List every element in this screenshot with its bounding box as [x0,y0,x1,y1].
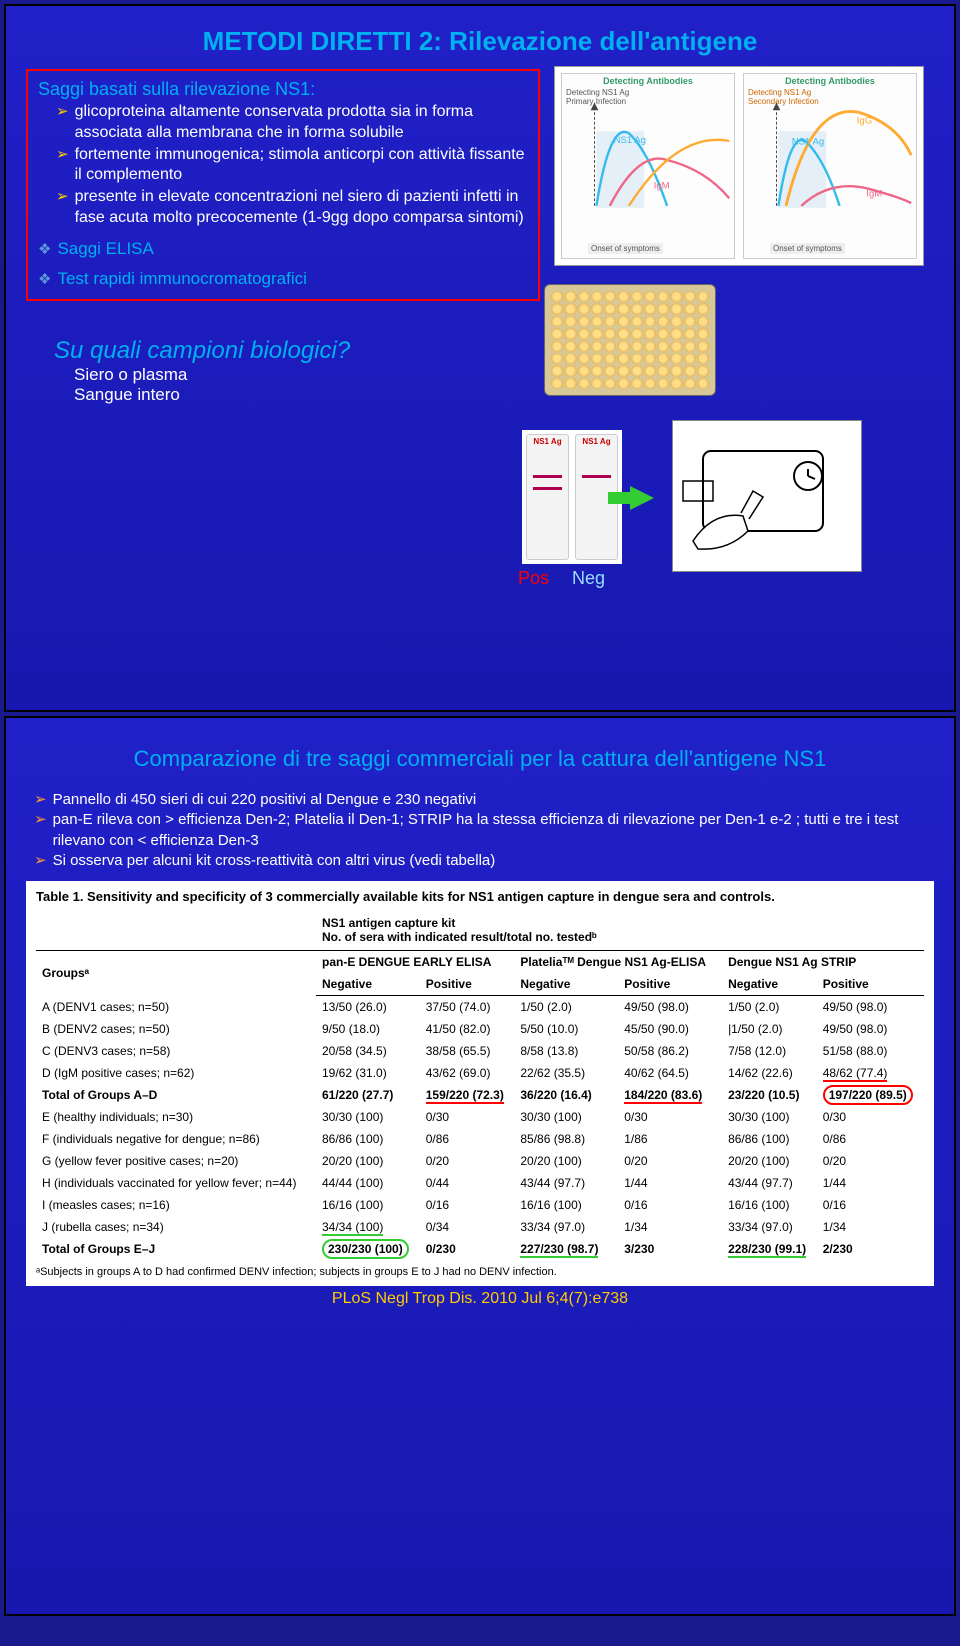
campioni-sub1: Siero o plasma [74,365,934,385]
table-row: B (DENV2 cases; n=50)9/50 (18.0)41/50 (8… [36,1018,924,1040]
svg-text:NS1 Ag: NS1 Ag [792,137,824,148]
table-row: H (individuals vaccinated for yellow fev… [36,1172,924,1194]
kit-2: Plateliaᵀᴹ Dengue NS1 Ag-ELISA [514,951,722,974]
chart-primary-infection: Detecting Antibodies Detecting NS1 AgPri… [561,73,735,259]
svg-text:NS1 Ag: NS1 Ag [614,135,646,146]
total-ad-row: Total of Groups A–D 61/220 (27.7) 159/22… [36,1084,924,1106]
ns1-bullet-3: presente in elevate concentrazioni nel s… [56,187,528,229]
slide2-notes: Pannello di 450 sieri di cui 220 positiv… [34,790,926,871]
table-row: G (yellow fever positive cases; n=20)20/… [36,1150,924,1172]
svg-text:IgM: IgM [866,188,882,199]
kit-1: pan-E DENGUE EARLY ELISA [316,951,514,974]
sensitivity-table: NS1 antigen capture kitNo. of sera with … [36,912,924,1260]
table-row: A (DENV1 cases; n=50)13/50 (26.0)37/50 (… [36,996,924,1019]
ns1-bullet-1: glicoproteina altamente conservata prodo… [56,102,528,144]
col-groups: Groupsᵃ [36,951,316,996]
campioni-sub2: Sangue intero [74,385,934,405]
table-row: F (individuals negative for dengue; n=86… [36,1128,924,1150]
table-row: I (measles cases; n=16)16/16 (100)0/1616… [36,1194,924,1216]
slide-2: Comparazione di tre saggi commerciali pe… [4,716,956,1616]
slide2-title: Comparazione di tre saggi commerciali pe… [26,746,934,772]
slide-1: METODI DIRETTI 2: Rilevazione dell'antig… [4,4,956,712]
rapid-test-strips: NS1 Ag NS1 Ag [522,430,622,564]
green-arrow-icon [630,486,654,510]
kit-3: Dengue NS1 Ag STRIP [722,951,924,974]
elisa-plate-image [544,284,716,396]
table-footnote: ᵃSubjects in groups A to D had confirmed… [36,1266,924,1278]
table-row: J (rubella cases; n=34)34/34 (100)0/3433… [36,1216,924,1238]
svg-text:IgM: IgM [654,181,670,192]
ns1-redbox: Saggi basati sulla rilevazione NS1: glic… [26,69,540,301]
neg-label: Neg [572,568,605,588]
strip-reader-image [672,420,862,572]
antibody-kinetics-chart: Detecting Antibodies Detecting NS1 AgPri… [554,66,924,266]
test-rapidi: Test rapidi immunocromatografici [38,269,528,289]
note-1: Pannello di 450 sieri di cui 220 positiv… [34,790,926,810]
table-row: D (IgM positive cases; n=62)19/62 (31.0)… [36,1062,924,1084]
table-caption: Table 1. Sensitivity and specificity of … [36,889,924,904]
table-1: Table 1. Sensitivity and specificity of … [26,881,934,1286]
ns1-bullet-2: fortemente immunogenica; stimola anticor… [56,145,528,187]
table-row: C (DENV3 cases; n=58)20/58 (34.5)38/58 (… [36,1040,924,1062]
pos-label: Pos [518,568,549,588]
ns1-header: Saggi basati sulla rilevazione NS1: [38,79,528,100]
chart-secondary-infection: Detecting Antibodies Detecting NS1 AgSec… [743,73,917,259]
pos-neg-labels: Pos Neg [518,568,605,589]
table-row: E (healthy individuals; n=30)30/30 (100)… [36,1106,924,1128]
note-2: pan-E rileva con > efficienza Den-2; Pla… [34,810,926,851]
svg-text:IgG: IgG [857,116,872,127]
strip-positive: NS1 Ag [526,434,569,560]
total-ej-row: Total of Groups E–J 230/230 (100) 0/230 … [36,1238,924,1260]
slide1-title: METODI DIRETTI 2: Rilevazione dell'antig… [26,26,934,57]
note-3: Si osserva per alcuni kit cross-reattivi… [34,851,926,871]
saggi-elisa: Saggi ELISA [38,239,528,259]
citation: PLoS Negl Trop Dis. 2010 Jul 6;4(7):e738 [26,1290,934,1308]
ns1-bullets: glicoproteina altamente conservata prodo… [56,102,528,229]
campioni-question: Su quali campioni biologici? [54,337,934,365]
